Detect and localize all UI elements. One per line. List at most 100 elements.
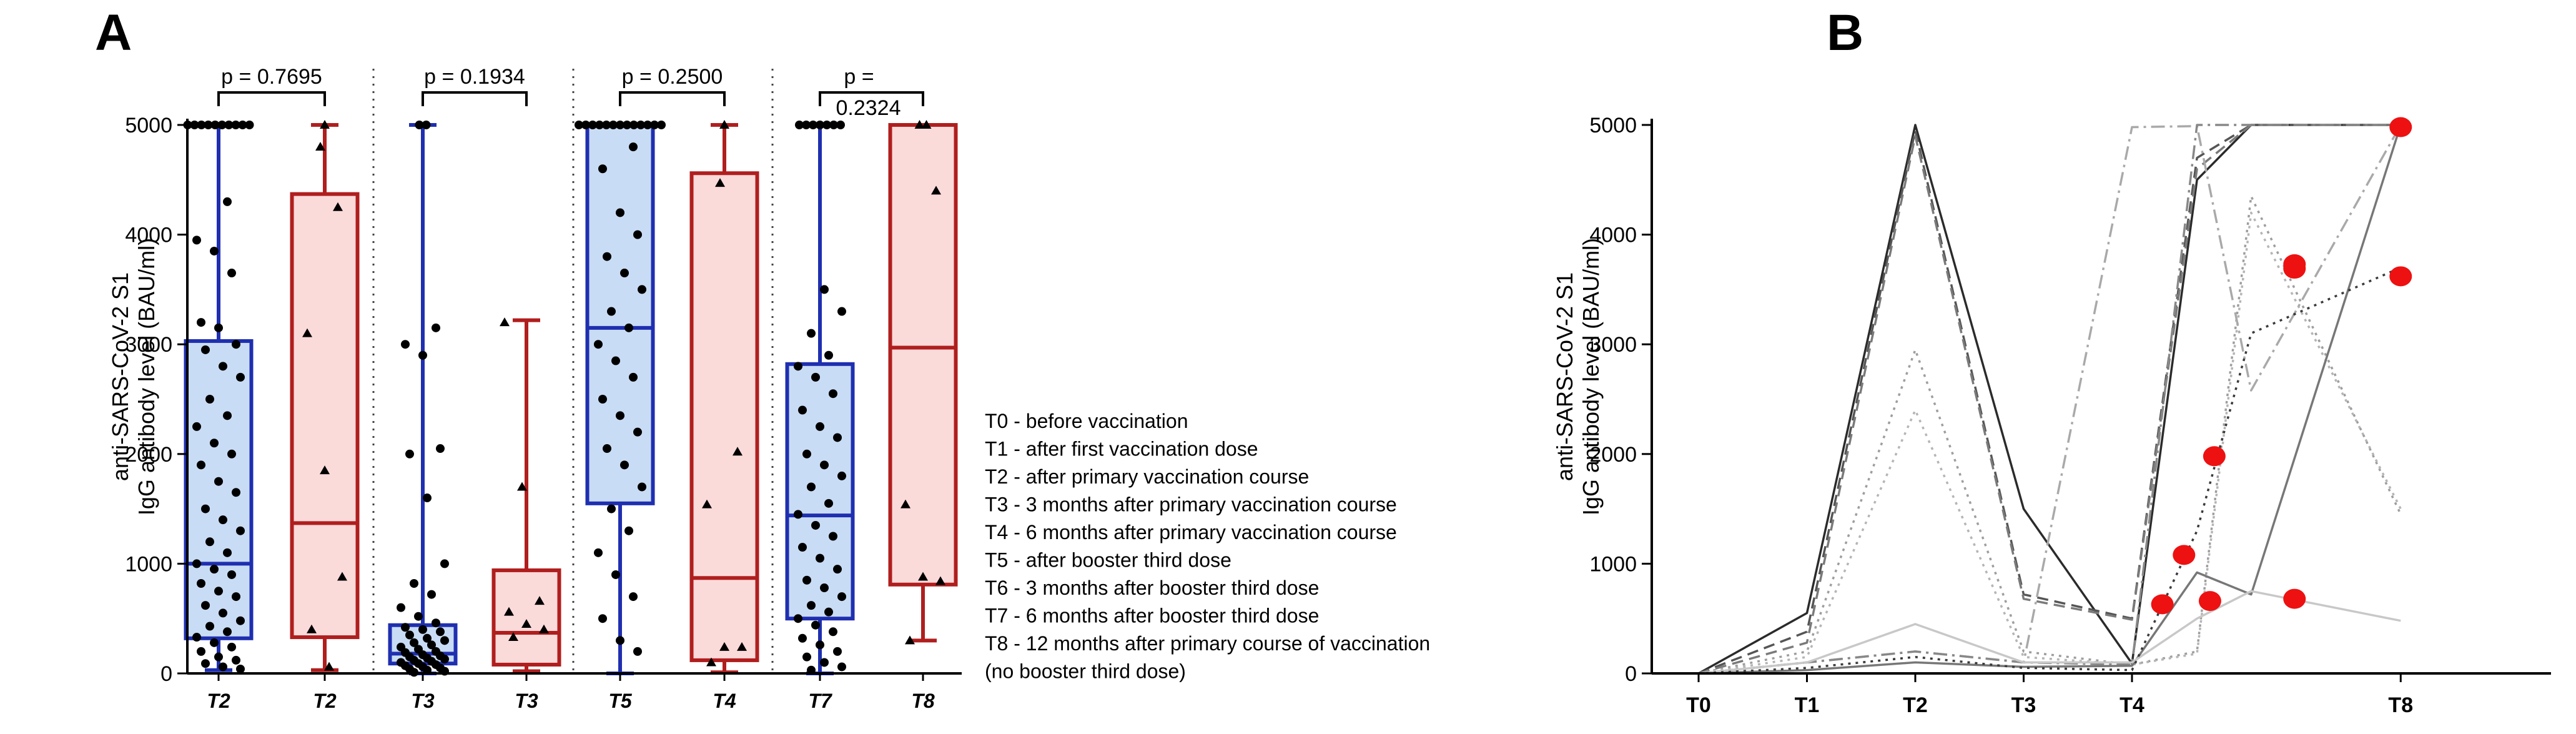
data-point — [807, 482, 816, 492]
data-point — [837, 662, 846, 672]
red-data-point — [2389, 117, 2412, 137]
data-point — [807, 329, 816, 338]
data-point — [405, 630, 414, 640]
red-data-point — [2198, 591, 2221, 612]
significance-bracket — [619, 91, 726, 106]
data-point — [231, 121, 240, 129]
data-point — [623, 121, 631, 129]
legend-item: T6 - 3 months after booster third dose — [985, 577, 1319, 599]
data-point — [197, 647, 205, 656]
data-point-triangle — [935, 576, 945, 585]
category-label: T4 — [713, 690, 736, 712]
data-point — [214, 587, 223, 596]
series-line-s5 — [1698, 211, 2402, 675]
data-point — [201, 504, 210, 513]
data-point — [415, 121, 424, 129]
data-point-triangle — [719, 120, 729, 129]
box-2 — [290, 192, 360, 640]
data-point-triangle — [921, 120, 932, 129]
panel-a-points — [183, 120, 945, 677]
data-point — [432, 323, 440, 332]
category-label: T5 — [608, 690, 633, 712]
data-point — [820, 583, 829, 593]
data-point — [616, 121, 624, 129]
data-point-triangle — [337, 572, 347, 581]
data-point — [620, 269, 629, 278]
data-point — [624, 323, 633, 332]
panel-b-letter: B — [1827, 4, 1863, 61]
data-point — [440, 636, 449, 645]
data-point — [643, 121, 652, 129]
data-point — [401, 623, 410, 632]
panel-a-comparisons: p = 0.7695 p = 0.1934 p = 0.2500 p = 0.2324 — [217, 65, 924, 120]
data-point — [824, 498, 833, 508]
data-point — [205, 537, 214, 547]
data-point — [598, 395, 607, 404]
data-point — [581, 121, 590, 129]
data-point — [204, 121, 213, 129]
data-point — [217, 121, 227, 129]
data-point — [811, 520, 820, 530]
data-point — [816, 121, 824, 129]
data-point-triangle — [535, 596, 545, 605]
data-point — [616, 208, 624, 217]
data-point — [837, 471, 846, 480]
data-point — [829, 121, 838, 129]
legend-item: T7 - 6 months after booster third dose — [985, 605, 1319, 627]
data-point — [829, 627, 837, 637]
data-point — [603, 252, 611, 261]
data-point-triangle — [320, 120, 330, 129]
p-value-label: p = — [844, 65, 874, 89]
legend-item: T5 - after booster third dose — [985, 549, 1231, 572]
data-point — [794, 614, 802, 623]
legend-item: T0 - before vaccination — [985, 410, 1188, 432]
category-label: T3 — [411, 690, 435, 712]
data-point — [214, 652, 223, 662]
data-point — [440, 655, 449, 664]
data-point — [432, 618, 440, 628]
data-point — [224, 121, 234, 129]
series-line-s7 — [1698, 124, 2401, 675]
significance-bracket — [217, 91, 326, 106]
data-point — [598, 164, 607, 174]
panel-a-boxes — [184, 123, 958, 675]
data-point — [802, 652, 811, 662]
data-point — [829, 389, 837, 399]
data-point-triangle — [521, 618, 531, 628]
data-point-triangle — [719, 642, 729, 651]
y-tick-label: 3000 — [125, 333, 172, 357]
data-point-triangle — [914, 120, 925, 129]
data-point — [440, 559, 449, 568]
data-point — [633, 427, 642, 437]
data-point — [227, 570, 236, 579]
data-point-triangle — [706, 657, 716, 667]
data-point-triangle — [737, 642, 747, 651]
data-point — [816, 422, 824, 431]
series-line-s1 — [1698, 124, 2401, 675]
data-point — [418, 625, 427, 634]
series-line-s8 — [1698, 124, 2402, 675]
data-point — [594, 548, 603, 557]
data-point — [616, 411, 624, 420]
y-tick-label: 4000 — [1589, 224, 1637, 247]
data-point — [410, 638, 418, 647]
category-label: T8 — [911, 690, 935, 712]
data-point — [214, 323, 223, 332]
data-point-triangle — [302, 328, 312, 337]
data-point — [657, 121, 666, 129]
data-point — [833, 433, 842, 442]
data-point — [201, 659, 210, 668]
data-point — [822, 121, 831, 129]
data-point — [638, 482, 646, 492]
y-tick-label: 4000 — [125, 224, 172, 247]
data-point-triangle — [504, 607, 514, 616]
data-point-triangle — [500, 317, 510, 327]
data-point — [607, 307, 616, 316]
series-line-s6 — [1698, 124, 2402, 675]
series-line-s3 — [1698, 124, 2401, 675]
panel-b-ylabel-line1: anti-SARS-CoV-2 S1 — [1552, 272, 1577, 481]
data-point — [650, 121, 659, 129]
data-point-triangle — [324, 662, 334, 671]
data-point — [820, 285, 829, 294]
p-value-label: p = 0.7695 — [221, 65, 322, 89]
